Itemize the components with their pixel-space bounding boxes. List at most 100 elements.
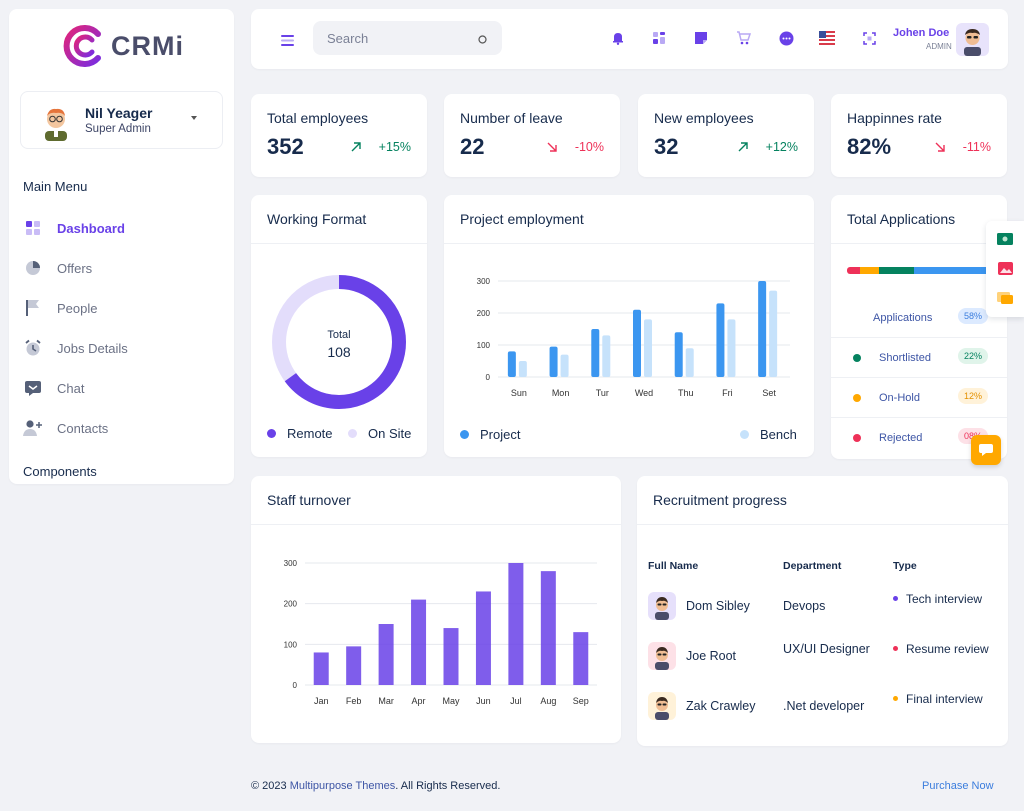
legend-item-remote[interactable]: Remote [267,426,333,441]
bar-feb[interactable] [346,646,362,685]
cart-icon[interactable] [734,29,752,47]
candidate-name: Dom Sibley [686,599,750,613]
bar-bench-thu[interactable] [685,348,694,377]
application-row[interactable]: Shortlisted 22% [831,338,1007,378]
bar-project-sun[interactable] [507,351,516,377]
bar-bench-wed[interactable] [644,319,652,377]
staff-turnover-bar-chart: 0 100 200 300 Jan Feb Mar Apr May Jun Jul Aug Sep [284,559,597,706]
flag-icon [23,298,43,318]
legend-item-on-site[interactable]: On Site [348,426,411,441]
panel-title: Total Applications [847,211,956,227]
add-user-icon [23,418,43,438]
top-header: Johen Doe ADMIN [251,9,1008,69]
bar-bench-fri[interactable] [727,319,736,377]
sidebar-item-jobs-details[interactable]: Jobs Details [23,337,223,359]
bar-project-wed[interactable] [633,309,641,377]
stat-trend: -11% [935,140,991,154]
bar-mar[interactable] [378,624,394,685]
header-avatar[interactable] [956,23,989,56]
candidate-type: Tech interview [893,592,993,607]
image-icon[interactable] [997,260,1013,276]
bar-bench-set[interactable] [769,290,778,377]
donut-center-value: 108 [327,344,351,360]
bar-jan[interactable] [313,652,329,685]
bar-sep[interactable] [573,632,589,685]
money-icon[interactable] [997,231,1013,247]
stat-card-total-employees: Total employees 352 +15% [251,94,427,177]
bar-may[interactable] [443,628,459,685]
sidebar-item-dashboard[interactable]: Dashboard [23,217,223,239]
sidebar-item-chat[interactable]: Chat [23,377,223,399]
header-user-name[interactable]: Johen Doe [893,27,950,39]
floating-side-toolbar [986,221,1024,317]
brand-logo[interactable]: CRMi [61,23,184,69]
user-name: Nil Yeager [85,105,153,121]
status-dot [893,596,898,601]
bar-bench-mon[interactable] [560,354,569,377]
application-row[interactable]: On-Hold 12% [831,378,1007,418]
table-row[interactable]: Zak Crawley .Net developer Final intervi… [637,690,1008,740]
bar-project-set[interactable] [758,281,767,377]
table-row[interactable]: Joe Root UX/UI Designer Resume review [637,640,1008,690]
message-icon[interactable] [777,29,795,47]
sidebar-item-offers[interactable]: Offers [23,257,223,279]
project-employment-bar-chart: 0 100 200 300 Sun Mon Tur Wed Thu Fri Set [477,277,790,398]
purchase-now-link[interactable]: Purchase Now [922,780,994,792]
x-tick-label: Set [762,388,776,398]
sidebar-item-label: Chat [57,380,85,396]
bar-jun[interactable] [475,591,491,685]
y-tick-label: 200 [477,309,491,318]
x-tick-label: Jul [510,696,522,706]
stat-title: New employees [654,110,754,126]
bar-jul[interactable] [508,563,524,685]
folder-chat-icon[interactable] [997,289,1013,305]
application-label: Shortlisted [879,352,931,364]
dashboard-icon [23,218,43,238]
grid-icon[interactable] [650,29,668,47]
bar-bench-sun[interactable] [518,361,527,377]
sidebar-item-label: Offers [57,260,93,276]
divider [251,524,621,525]
sidebar-item-people[interactable]: People [23,297,223,319]
fullscreen-icon[interactable] [860,29,878,47]
bar-project-thu[interactable] [674,332,683,377]
chevron-down-icon[interactable] [191,116,197,120]
percent-badge: 22% [958,348,989,364]
search-input[interactable] [327,29,467,47]
divider [251,243,427,244]
divider [831,243,1007,244]
bar-project-tur[interactable] [591,329,600,377]
bar-aug[interactable] [540,571,556,685]
hamburger-menu-icon[interactable] [281,33,294,51]
bar-project-fri[interactable] [716,303,725,377]
chat-bubble-icon [979,444,993,456]
bar-project-mon[interactable] [549,346,558,377]
sidebar-item-contacts[interactable]: Contacts [23,417,223,439]
panel-title: Recruitment progress [653,492,787,508]
us-flag-icon[interactable] [818,29,836,47]
application-row[interactable]: Applications 58% [831,298,1007,338]
table-row[interactable]: Dom Sibley Devops Tech interview [637,590,1008,640]
bell-icon[interactable] [609,29,627,47]
user-avatar [37,103,75,146]
legend-label: On Site [368,426,412,441]
divider [637,524,1008,525]
bar-apr[interactable] [411,599,427,685]
arrow-up-right-icon [738,142,748,152]
panel-title: Working Format [267,211,367,227]
stat-title: Happinnes rate [847,110,942,126]
note-icon[interactable] [692,29,710,47]
panel-title: Project employment [460,211,584,227]
stat-card-new-employees: New employees 32 +12% [638,94,814,177]
bar-bench-tur[interactable] [602,335,611,377]
stat-change: -11% [962,140,991,154]
user-profile-card[interactable]: Nil Yeager Super Admin [20,91,223,149]
search-icon[interactable] [478,32,488,50]
legend-item-project[interactable]: Project [460,427,520,442]
legend-dot [348,429,357,438]
x-tick-label: May [442,696,460,706]
footer-brand-link[interactable]: Multipurpose Themes [289,780,396,792]
working-format-card: Working Format Total 108 Remote On Site [251,195,427,457]
legend-item-bench[interactable]: Bench [740,427,797,442]
chat-float-button[interactable] [971,435,1001,465]
